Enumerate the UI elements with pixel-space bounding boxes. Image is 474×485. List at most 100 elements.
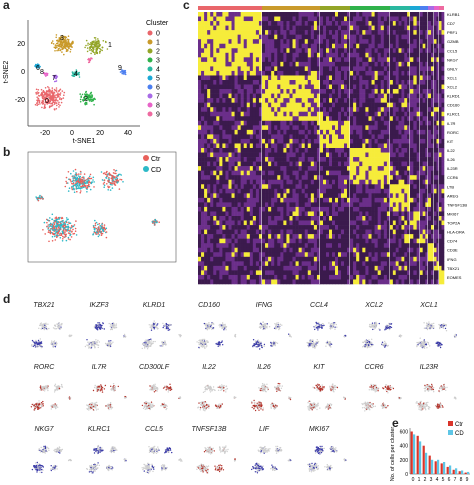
heatmap-cell (207, 261, 211, 267)
heatmap-cell (277, 197, 281, 203)
heatmap-cell (231, 52, 235, 58)
heatmap-cell (204, 48, 208, 54)
heatmap-cell (371, 120, 375, 126)
heatmap-cell (249, 220, 254, 226)
heatmap-cell (326, 265, 330, 271)
heatmap-cell (383, 48, 388, 54)
heatmap-cell (326, 120, 330, 126)
tsne-point (65, 182, 68, 184)
tsne-condition-plot: Ctr CD (27, 151, 177, 263)
tsne-point (63, 91, 66, 94)
heatmap-cell (265, 216, 269, 221)
legend-label: 8 (156, 103, 160, 110)
heatmap-cell (368, 39, 372, 45)
heatmap-cell (374, 70, 378, 76)
heatmap-cell (252, 143, 257, 149)
heatmap-cell (216, 188, 220, 194)
heatmap-cell (265, 152, 269, 158)
heatmap-cell (365, 107, 369, 113)
heatmap-cell (277, 120, 281, 126)
heatmap-cell (313, 243, 318, 249)
heatmap-cell (350, 125, 354, 131)
heatmap-cell (313, 225, 318, 230)
heatmap-cell (265, 148, 269, 153)
heatmap-cell (234, 279, 238, 285)
heatmap-cell (207, 120, 211, 126)
tsne-point (93, 230, 96, 233)
heatmap-cell (338, 75, 342, 81)
heatmap-cell (344, 166, 348, 171)
heatmap-cell (252, 229, 257, 235)
heatmap-cell (359, 57, 363, 63)
heatmap-cell (213, 216, 217, 221)
heatmap-cell (252, 225, 257, 230)
heatmap-cell (298, 39, 302, 45)
heatmap-cell (316, 211, 321, 217)
heatmap-cell (292, 170, 296, 176)
tsne-point (93, 40, 95, 42)
heatmap-cell (329, 70, 333, 76)
heatmap-cell (268, 274, 272, 280)
heatmap-cell (216, 66, 220, 72)
heatmap-cell (210, 279, 214, 285)
heatmap-cell (204, 274, 208, 280)
heatmap-cell (198, 243, 202, 249)
heatmap-cell (383, 138, 388, 144)
heatmap-cell (383, 70, 388, 76)
heatmap-cell (252, 61, 257, 67)
tsne-point (55, 94, 57, 96)
heatmap-cell (268, 16, 272, 22)
tsne-point (107, 185, 109, 188)
tsne-point (90, 182, 93, 185)
heatmap-cell (338, 21, 342, 26)
heatmap-cell (277, 261, 281, 267)
heatmap-cell (329, 138, 333, 144)
heatmap-cell (258, 274, 263, 280)
heatmap-cell (320, 120, 324, 126)
heatmap-cell (262, 274, 266, 280)
heatmap-cell (283, 116, 287, 122)
tsne-point (48, 225, 50, 228)
heatmap-cell (286, 202, 290, 208)
heatmap-cell (243, 30, 248, 35)
tsne-point (69, 238, 71, 241)
heatmap-cell (295, 206, 299, 212)
heatmap-cell (258, 43, 263, 49)
heatmap-cell (332, 143, 336, 149)
heatmap-cell (329, 238, 333, 244)
heatmap-cell (338, 120, 342, 126)
heatmap-cell (347, 102, 351, 108)
heatmap-cell (240, 152, 245, 158)
heatmap-cell (240, 25, 245, 31)
heatmap-cell (341, 152, 345, 158)
heatmap-cell (292, 116, 296, 122)
heatmap-cell (304, 39, 309, 45)
heatmap-cell (329, 134, 333, 140)
heatmap-cell (207, 188, 211, 194)
heatmap-cell (219, 21, 223, 26)
heatmap-cell (201, 138, 205, 144)
tsne-point (49, 222, 52, 225)
heatmap-cell (295, 270, 299, 276)
heatmap-cell (207, 89, 211, 94)
heatmap-cell (295, 21, 299, 26)
tsne-point (57, 216, 60, 219)
tsne-point (53, 223, 56, 225)
heatmap-cell (377, 75, 382, 81)
heatmap-cell (213, 175, 217, 181)
heatmap-cell (255, 229, 260, 235)
heatmap-cell (347, 30, 351, 35)
heatmap-cell (344, 16, 348, 22)
heatmap-cell (237, 138, 241, 144)
tsne-point (55, 228, 57, 231)
heatmap-cell (338, 143, 342, 149)
heatmap-cell (271, 175, 275, 181)
heatmap-cell (307, 134, 312, 140)
heatmap-cell (313, 206, 318, 212)
tsne-point (77, 72, 79, 74)
heatmap-cell (320, 270, 324, 276)
tsne-point (72, 228, 74, 231)
heatmap-cell (207, 216, 211, 221)
heatmap-cell (219, 61, 223, 67)
heatmap-cell (292, 21, 296, 26)
